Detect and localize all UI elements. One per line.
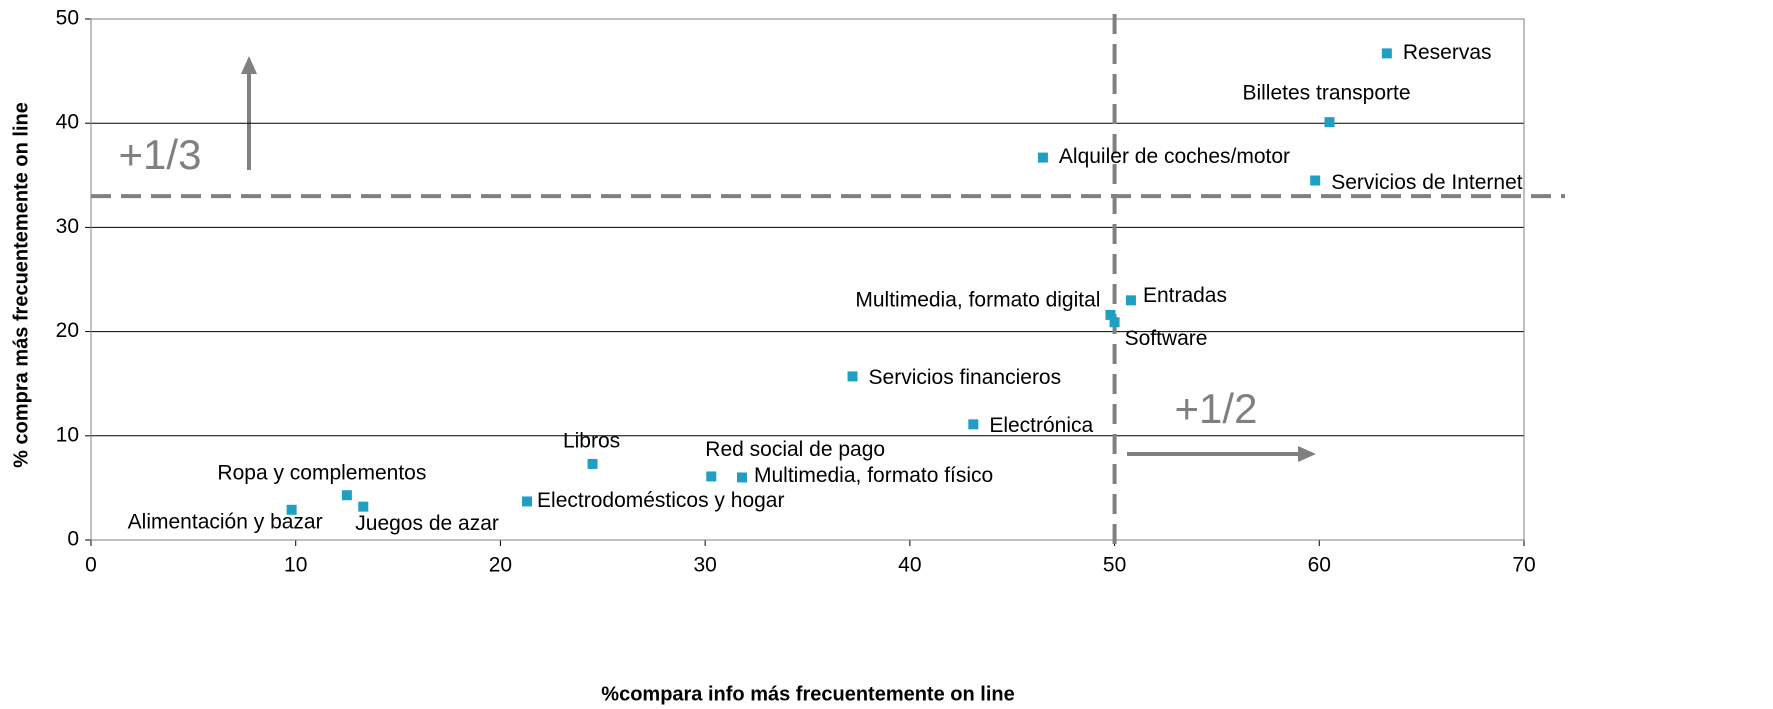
point: [1125, 295, 1136, 306]
point-label: Entradas: [1143, 284, 1227, 307]
plot-border: [90, 18, 1525, 541]
point: [341, 490, 352, 501]
point: [1324, 117, 1335, 128]
point: [1105, 309, 1116, 320]
x-tick-label: 50: [1103, 554, 1126, 577]
y-axis-title: % compra más frecuentemente on line: [10, 102, 32, 468]
point-label: Juegos de azar: [355, 512, 499, 535]
point-label: Multimedia, formato físico: [754, 464, 993, 487]
point-label: Libros: [563, 429, 620, 452]
point-label: Reservas: [1403, 41, 1492, 64]
point: [847, 371, 858, 382]
point: [587, 458, 598, 469]
point-label: Electrónica: [989, 414, 1093, 437]
y-tick-label: 20: [56, 319, 79, 342]
x-tick-label: 30: [693, 554, 716, 577]
point: [286, 504, 297, 515]
x-tick-label: 40: [898, 554, 921, 577]
point: [1381, 48, 1392, 59]
annotation: +1/2: [1175, 385, 1258, 432]
y-tick-label: 10: [56, 423, 79, 446]
point-label: Red social de pago: [705, 438, 885, 461]
point-label: Multimedia, formato digital: [855, 288, 1100, 311]
point: [1109, 317, 1120, 328]
point: [1310, 175, 1321, 186]
point: [1037, 152, 1048, 163]
point-label: Servicios financieros: [869, 366, 1062, 389]
point: [706, 471, 717, 482]
y-tick-label: 40: [56, 111, 79, 134]
arrows: [241, 56, 1316, 462]
x-tick-label: 0: [85, 554, 97, 577]
point-label: Electrodomésticos y hogar: [537, 489, 784, 512]
y-tick-label: 50: [56, 7, 79, 30]
point-label: Alimentación y bazar: [128, 510, 323, 533]
y-tick-label: 0: [67, 528, 79, 551]
point: [522, 496, 533, 507]
point-label: Billetes transporte: [1242, 82, 1410, 105]
point: [358, 501, 369, 512]
x-tick-label: 20: [489, 554, 512, 577]
point-label: Ropa y complementos: [217, 462, 426, 485]
point-label: Alquiler de coches/motor: [1059, 145, 1290, 168]
point-label: Servicios de Internet: [1331, 171, 1523, 194]
point: [736, 472, 747, 483]
x-tick-label: 10: [284, 554, 307, 577]
x-tick-label: 70: [1512, 554, 1535, 577]
point: [968, 419, 979, 430]
point-label: Software: [1125, 327, 1208, 350]
x-tick-label: 60: [1308, 554, 1331, 577]
annotation: +1/3: [119, 131, 202, 178]
x-axis-title: %compara info más frecuentemente on line: [601, 683, 1014, 705]
y-tick-label: 30: [56, 215, 79, 238]
